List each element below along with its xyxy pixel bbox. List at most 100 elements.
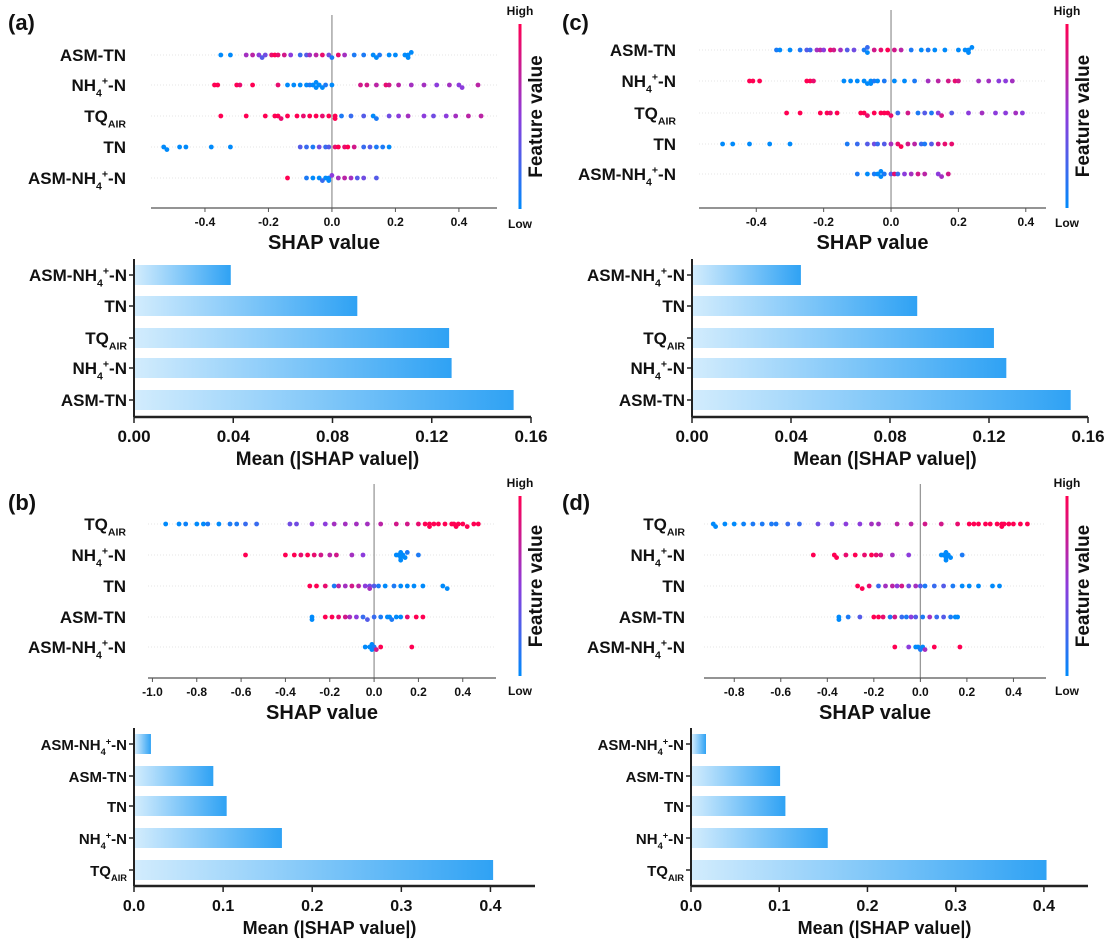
shap-point: [405, 113, 411, 119]
shap-point: [304, 144, 309, 150]
shap-point: [898, 144, 904, 150]
shap-point: [890, 583, 895, 589]
shap-point: [1011, 521, 1016, 527]
shap-point: [906, 552, 912, 558]
x-tick-label: 0.0: [324, 215, 341, 229]
shap-point: [285, 82, 290, 88]
panel-c: (c) ASM-TN NH4+-N TQAIR TN ASM-NH4+-N -0.4 -0.2…: [562, 4, 1105, 470]
shap-point: [361, 113, 367, 119]
shap-point: [838, 47, 843, 53]
feature-label: TN: [103, 577, 126, 596]
shap-point: [810, 552, 816, 558]
shap-point: [834, 110, 840, 116]
shap-point: [278, 116, 284, 121]
shap-point: [938, 521, 944, 527]
x-axis-title: SHAP value: [266, 702, 378, 724]
x-tick-label: 0.0: [123, 898, 145, 915]
shap-point: [935, 141, 941, 147]
shap-point: [922, 141, 928, 147]
shap-point: [913, 583, 919, 589]
shap-point: [777, 47, 783, 53]
shap-point: [316, 175, 322, 181]
shap-point: [731, 521, 737, 527]
shap-point: [895, 110, 901, 116]
shap-point: [966, 50, 971, 55]
bar-category-label: NH4+-N: [636, 830, 684, 851]
shap-point: [335, 52, 341, 58]
shap-point: [829, 521, 835, 527]
x-tick-label: 0.4: [479, 898, 501, 915]
shap-point: [865, 50, 870, 55]
x-tick-label: 0.08: [316, 427, 349, 446]
shap-point: [459, 85, 465, 90]
x-tick-label: -0.6: [770, 685, 791, 699]
shap-point: [913, 614, 919, 620]
shap-point: [367, 586, 373, 591]
shap-point: [310, 82, 316, 88]
shap-point: [374, 82, 379, 88]
shap-point: [865, 113, 870, 118]
shap-point: [1020, 110, 1025, 116]
shap-point: [382, 583, 388, 589]
shap-point: [386, 52, 392, 58]
shap-point: [931, 583, 937, 589]
shap-point: [365, 617, 370, 622]
shap-point: [969, 45, 975, 50]
x-tick-label: 0.4: [1005, 685, 1022, 699]
shap-point: [1018, 521, 1023, 527]
shap-point: [971, 521, 977, 527]
shap-point: [329, 82, 335, 88]
shap-point: [304, 175, 309, 181]
shap-point: [935, 110, 941, 116]
shap-point: [932, 47, 938, 53]
shap-point: [398, 557, 404, 563]
bar: [135, 296, 358, 316]
shap-point: [354, 521, 359, 527]
shap-point: [427, 524, 432, 529]
shap-point: [857, 614, 863, 620]
feature-label: TQAIR: [84, 515, 126, 538]
shap-point: [243, 113, 249, 119]
shap-point: [920, 614, 926, 620]
bar: [135, 828, 282, 848]
x-tick-label: -0.2: [813, 215, 834, 229]
shap-point: [890, 552, 895, 558]
shap-point: [892, 47, 897, 53]
shap-point: [409, 644, 415, 650]
shap-point: [902, 171, 907, 177]
bar: [135, 766, 214, 786]
shap-point: [983, 521, 988, 527]
feature-label: ASM-TN: [619, 608, 685, 627]
shap-point: [831, 47, 837, 53]
bar: [692, 860, 1047, 880]
shap-point: [876, 583, 881, 589]
shap-point: [440, 583, 446, 589]
x-tick-label: 0.00: [117, 427, 150, 446]
shap-point: [389, 617, 395, 622]
shap-point: [376, 583, 381, 589]
shap-point: [326, 144, 332, 150]
shap-point: [358, 82, 363, 88]
shap-point: [313, 52, 319, 58]
shap-point: [420, 614, 426, 620]
bar-category-label: TQAIR: [647, 863, 684, 883]
bar: [135, 796, 227, 816]
feature-label: NH4+-N: [621, 72, 676, 96]
shap-point: [836, 617, 842, 622]
shap-point: [215, 82, 221, 88]
shap-point: [334, 552, 339, 558]
feature-label: ASM-TN: [60, 46, 126, 65]
shap-point: [331, 521, 337, 527]
bar-category-label: TN: [104, 297, 127, 316]
beeswarm-plot: ASM-TN NH4+-N TQAIR TN ASM-NH4+-N -0.4 -0.2 0.0…: [28, 4, 547, 254]
shap-point: [320, 178, 325, 184]
x-axis-title: SHAP value: [268, 232, 380, 254]
shap-point: [885, 110, 891, 116]
shap-point: [722, 521, 728, 527]
shap-point: [784, 110, 789, 116]
shap-point: [398, 614, 404, 620]
shap-point: [757, 78, 762, 84]
panel-a: (a) ASM-TN NH4+-N TQAIR TN ASM-NH4+-N -0.4 -0.2…: [8, 4, 548, 470]
shap-point: [471, 521, 477, 527]
shap-point: [785, 521, 791, 527]
